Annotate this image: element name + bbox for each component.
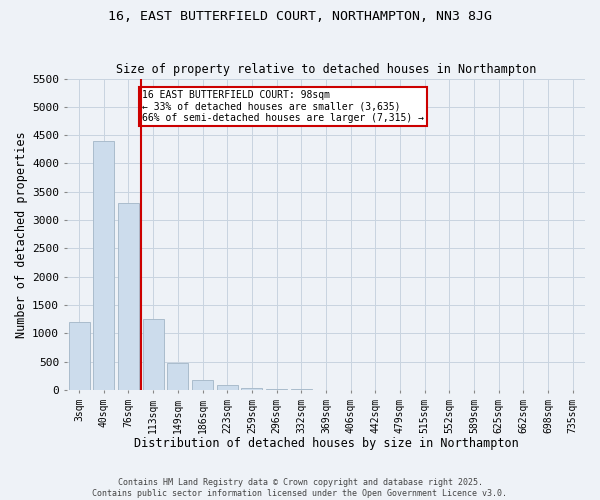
Bar xyxy=(266,389,287,390)
Y-axis label: Number of detached properties: Number of detached properties xyxy=(15,131,28,338)
Bar xyxy=(241,388,262,390)
Bar xyxy=(118,203,139,390)
Bar xyxy=(167,363,188,390)
Bar xyxy=(143,319,164,390)
Text: Contains HM Land Registry data © Crown copyright and database right 2025.
Contai: Contains HM Land Registry data © Crown c… xyxy=(92,478,508,498)
Bar xyxy=(68,322,89,390)
Title: Size of property relative to detached houses in Northampton: Size of property relative to detached ho… xyxy=(116,63,536,76)
Bar xyxy=(94,141,115,390)
Bar xyxy=(217,385,238,390)
Bar xyxy=(192,380,213,390)
Text: 16 EAST BUTTERFIELD COURT: 98sqm
← 33% of detached houses are smaller (3,635)
66: 16 EAST BUTTERFIELD COURT: 98sqm ← 33% o… xyxy=(142,90,424,123)
Text: 16, EAST BUTTERFIELD COURT, NORTHAMPTON, NN3 8JG: 16, EAST BUTTERFIELD COURT, NORTHAMPTON,… xyxy=(108,10,492,23)
X-axis label: Distribution of detached houses by size in Northampton: Distribution of detached houses by size … xyxy=(134,437,518,450)
